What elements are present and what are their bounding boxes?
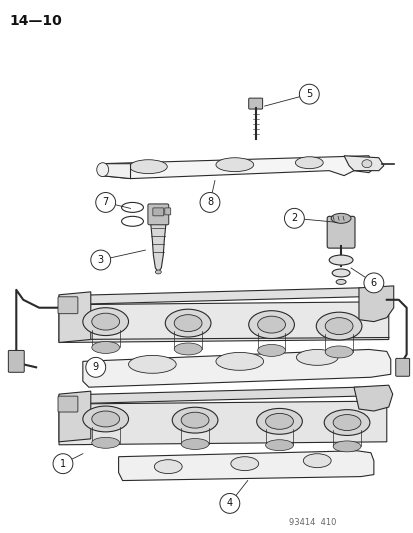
Ellipse shape [331, 269, 349, 277]
Polygon shape [59, 292, 90, 343]
Ellipse shape [83, 406, 128, 432]
Ellipse shape [303, 454, 330, 467]
Ellipse shape [248, 311, 294, 338]
Ellipse shape [332, 415, 360, 431]
Circle shape [219, 494, 239, 513]
Polygon shape [343, 156, 383, 171]
Ellipse shape [83, 308, 128, 336]
FancyBboxPatch shape [152, 208, 164, 216]
Polygon shape [353, 385, 392, 411]
Ellipse shape [295, 157, 323, 168]
Text: 8: 8 [206, 197, 213, 207]
Ellipse shape [155, 270, 161, 274]
Polygon shape [59, 288, 388, 305]
Text: 3: 3 [97, 255, 104, 265]
Text: 4: 4 [226, 498, 233, 508]
Ellipse shape [330, 213, 350, 223]
Ellipse shape [257, 316, 285, 333]
FancyBboxPatch shape [8, 350, 24, 372]
Polygon shape [100, 156, 373, 179]
Ellipse shape [128, 356, 176, 373]
Circle shape [299, 84, 318, 104]
FancyBboxPatch shape [248, 98, 262, 109]
FancyBboxPatch shape [58, 297, 78, 314]
Text: 6: 6 [370, 278, 376, 288]
Ellipse shape [332, 441, 360, 452]
Ellipse shape [335, 279, 345, 285]
Polygon shape [83, 350, 390, 387]
Text: 14—10: 14—10 [9, 14, 62, 28]
Circle shape [199, 192, 219, 212]
Circle shape [90, 250, 110, 270]
Polygon shape [59, 391, 90, 442]
Ellipse shape [154, 459, 182, 474]
Ellipse shape [325, 346, 352, 358]
Polygon shape [100, 164, 130, 179]
Circle shape [95, 192, 115, 212]
Circle shape [53, 454, 73, 474]
Ellipse shape [92, 438, 119, 448]
Ellipse shape [181, 439, 209, 449]
Text: 7: 7 [102, 197, 109, 207]
FancyBboxPatch shape [326, 216, 354, 248]
FancyBboxPatch shape [164, 208, 170, 215]
Ellipse shape [325, 318, 352, 335]
Text: 2: 2 [291, 213, 297, 223]
Ellipse shape [296, 350, 337, 365]
Text: 1: 1 [60, 459, 66, 469]
Ellipse shape [257, 344, 285, 357]
Polygon shape [358, 286, 393, 321]
Ellipse shape [181, 412, 209, 428]
Ellipse shape [174, 314, 202, 332]
Ellipse shape [265, 414, 293, 429]
Ellipse shape [230, 457, 258, 471]
Ellipse shape [92, 342, 119, 353]
Ellipse shape [97, 163, 108, 176]
Polygon shape [59, 401, 386, 445]
Ellipse shape [328, 255, 352, 265]
Polygon shape [59, 387, 386, 404]
Ellipse shape [265, 440, 293, 451]
FancyBboxPatch shape [395, 358, 408, 376]
FancyBboxPatch shape [147, 204, 169, 225]
FancyBboxPatch shape [58, 396, 78, 412]
Polygon shape [59, 302, 388, 343]
Ellipse shape [172, 407, 217, 433]
Ellipse shape [92, 313, 119, 330]
Ellipse shape [216, 352, 263, 370]
Text: 5: 5 [306, 89, 312, 99]
Ellipse shape [129, 160, 167, 174]
Ellipse shape [174, 343, 202, 355]
Ellipse shape [165, 309, 211, 337]
Ellipse shape [361, 160, 371, 168]
Circle shape [363, 273, 383, 293]
Ellipse shape [92, 411, 119, 427]
Ellipse shape [323, 410, 369, 435]
Text: 9: 9 [93, 362, 99, 373]
Polygon shape [118, 451, 373, 481]
Ellipse shape [216, 158, 253, 172]
Circle shape [284, 208, 304, 228]
Ellipse shape [256, 408, 301, 434]
Text: 93414  410: 93414 410 [289, 518, 336, 527]
Circle shape [85, 358, 105, 377]
Ellipse shape [316, 312, 361, 340]
Polygon shape [150, 220, 166, 272]
